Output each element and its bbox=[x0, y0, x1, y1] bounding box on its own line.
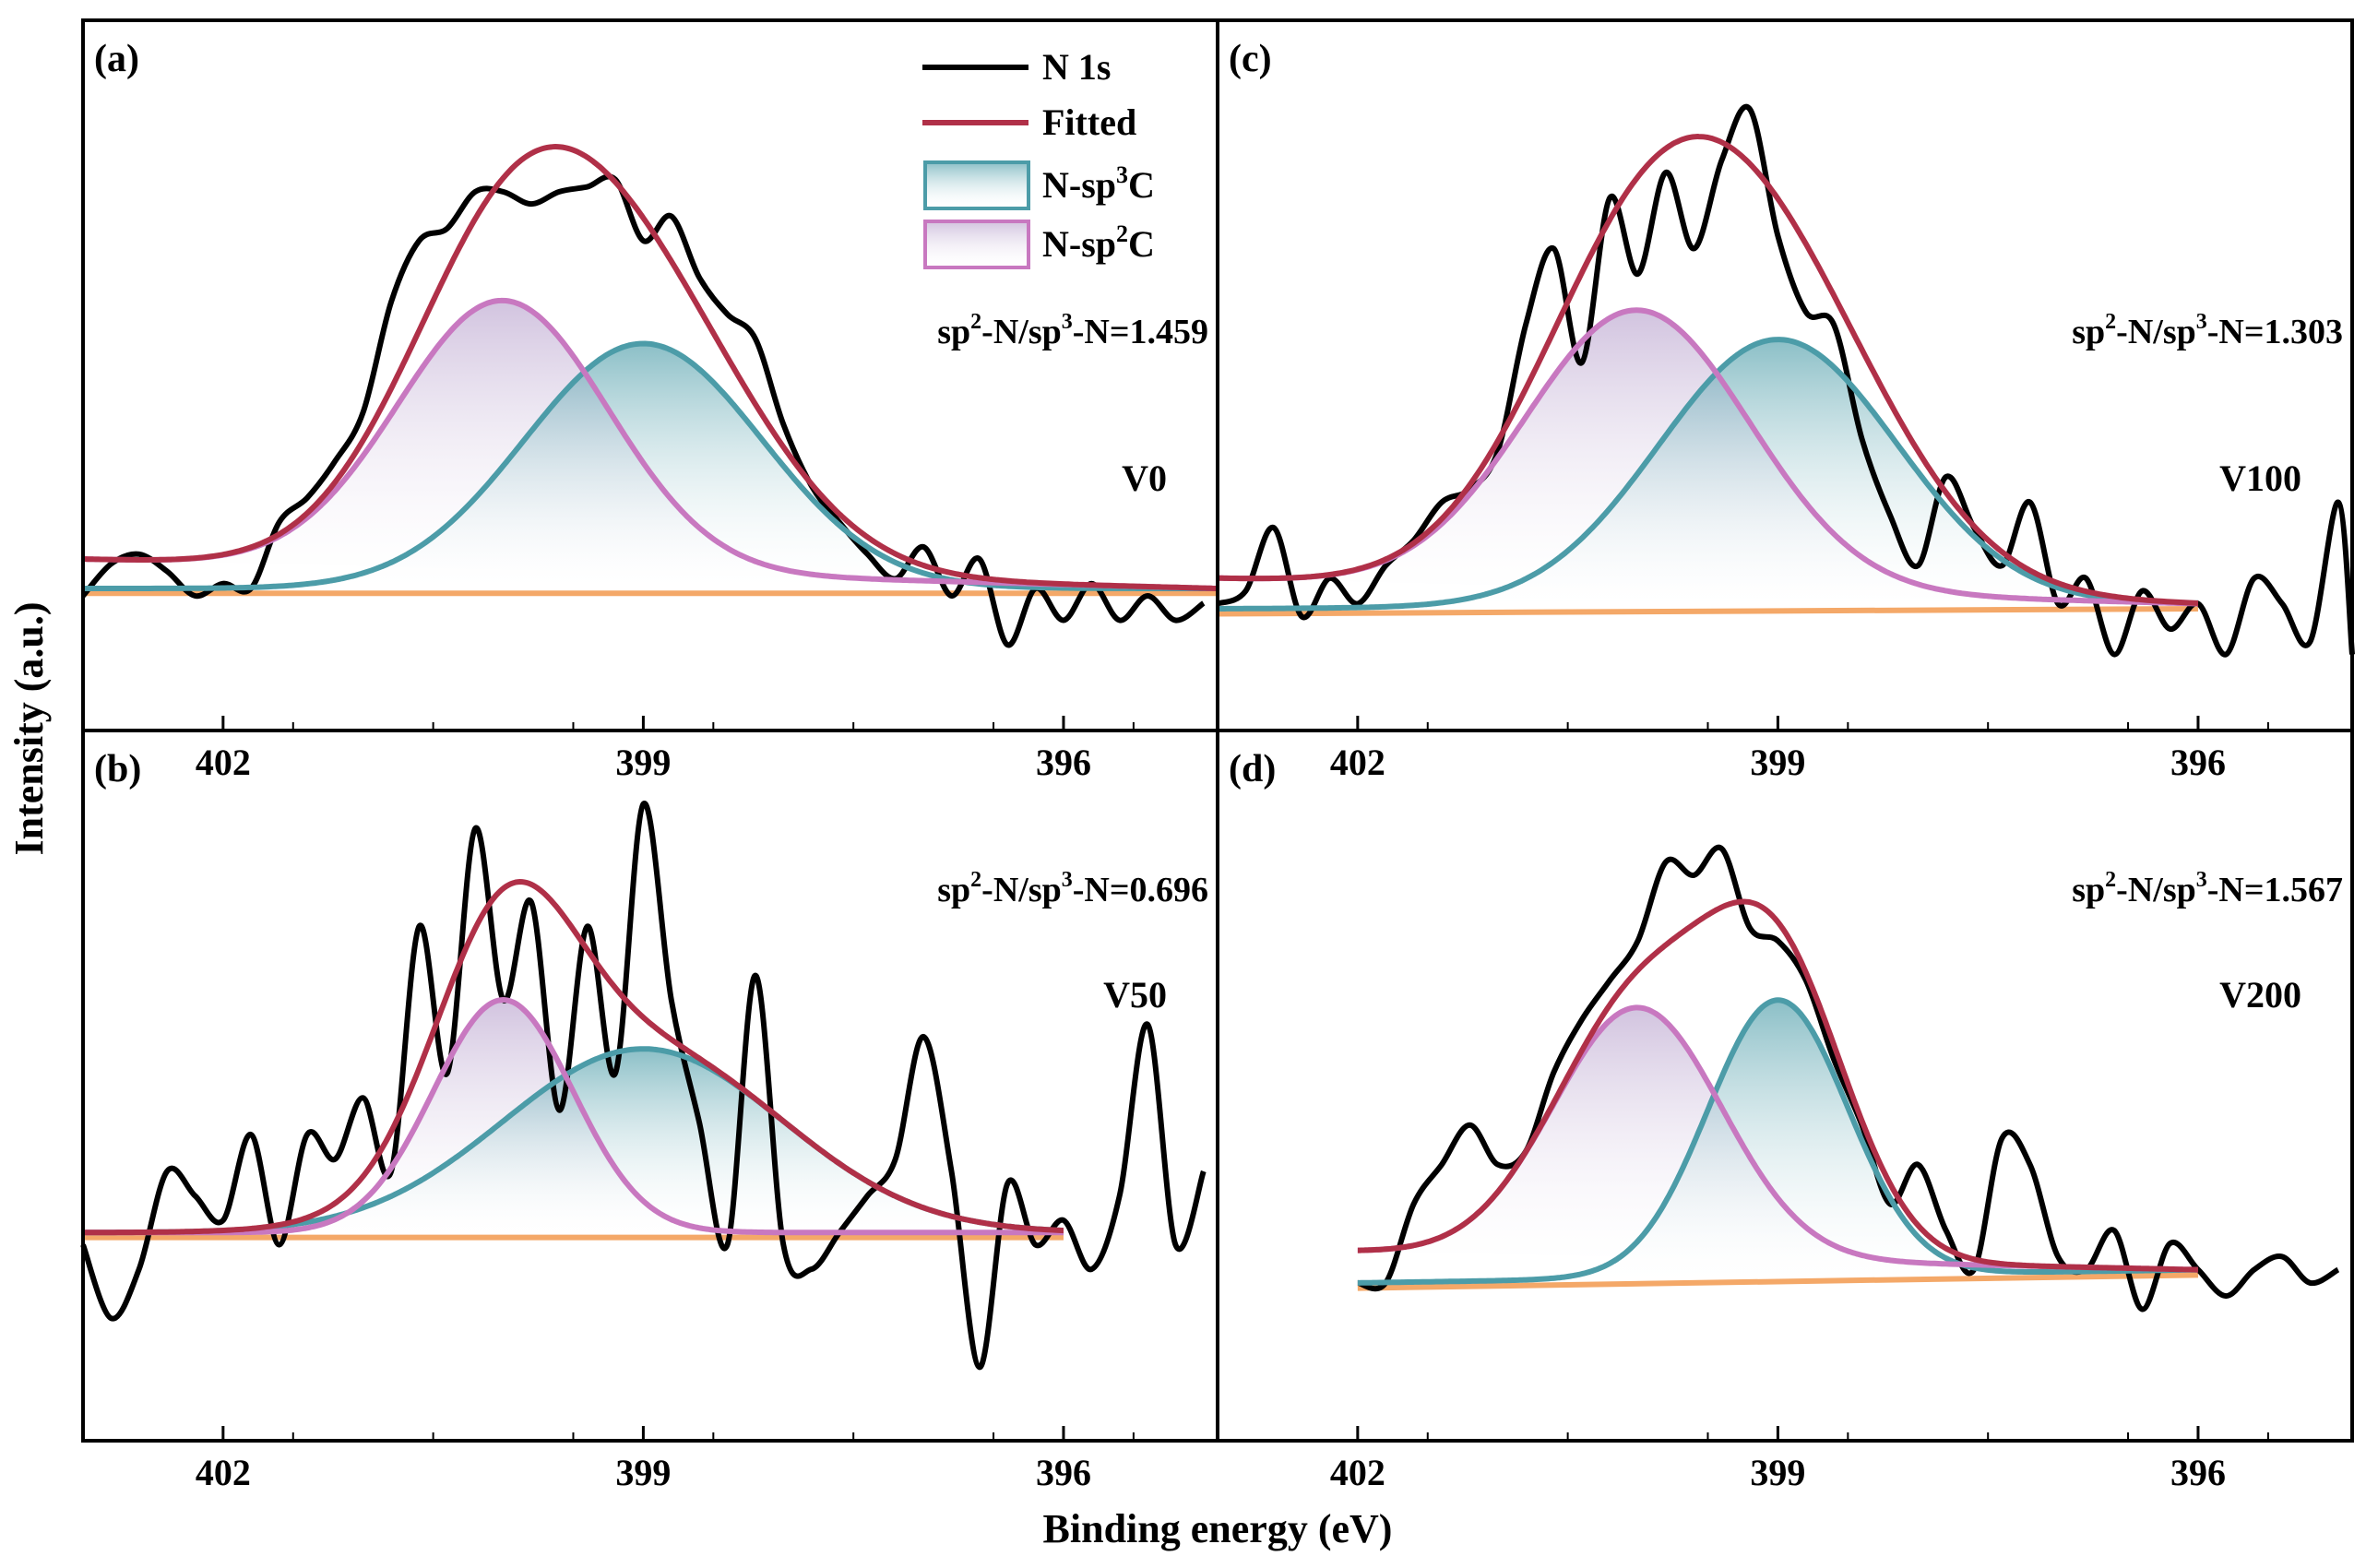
sp3-fill-d bbox=[1357, 1000, 2198, 1283]
panel-label-a: (a) bbox=[94, 38, 139, 80]
legend: N 1s Fitted N-sp3C N-sp2C bbox=[922, 46, 1155, 269]
x-tick-label-c-399: 399 bbox=[1750, 742, 1805, 783]
ratio-annotation-d: sp2-N/sp3-N=1.567 bbox=[2072, 868, 2343, 909]
sp3-curve-a bbox=[82, 340, 1218, 591]
panel-b: 402 399 396 (b) sp2-N/sp3-N=0.696 V50 bbox=[80, 748, 1208, 1493]
raw-spectrum-c bbox=[1216, 103, 2355, 658]
sp3-fill-b bbox=[83, 1049, 1064, 1233]
fitted-curve-a bbox=[82, 144, 1219, 591]
baseline-d bbox=[1357, 1272, 2199, 1291]
panel-label-b: (b) bbox=[94, 748, 141, 790]
legend-swatch-sp3 bbox=[923, 160, 1030, 210]
sample-label-a: V0 bbox=[1122, 457, 1167, 499]
x-axis-title: Binding energy (eV) bbox=[1043, 1506, 1393, 1551]
x-tick-label-b-396: 396 bbox=[1036, 1452, 1091, 1493]
panel-label-d: (d) bbox=[1229, 748, 1276, 790]
legend-label-fitted: Fitted bbox=[1042, 101, 1136, 143]
sp3-curve-c bbox=[1218, 337, 2198, 612]
ratio-annotation-c: sp2-N/sp3-N=1.303 bbox=[2072, 310, 2343, 351]
legend-label-raw: N 1s bbox=[1042, 46, 1111, 88]
x-tick-label-d-396: 396 bbox=[2170, 1452, 2226, 1493]
x-tick-label-c-396: 396 bbox=[2170, 742, 2226, 783]
sp2-fill-d bbox=[1357, 1007, 2198, 1270]
x-tick-label-a-402: 402 bbox=[196, 742, 251, 783]
x-tick-label-b-402: 402 bbox=[196, 1452, 251, 1493]
raw-spectrum-b bbox=[80, 801, 1207, 1371]
panel-c: 402 399 396 (c) sp2-N/sp3-N=1.303 V100 bbox=[1216, 38, 2355, 783]
fitted-curve-d bbox=[1357, 898, 2199, 1273]
sample-label-d: V200 bbox=[2219, 974, 2301, 1016]
sp3-fill-a bbox=[83, 343, 1218, 588]
sp3-curve-d bbox=[1357, 997, 2199, 1286]
sample-label-b: V50 bbox=[1103, 974, 1167, 1016]
ratio-annotation-b: sp2-N/sp3-N=0.696 bbox=[937, 868, 1208, 909]
ratio-annotation-a: sp2-N/sp3-N=1.459 bbox=[937, 310, 1208, 351]
x-tick-label-a-396: 396 bbox=[1036, 742, 1091, 783]
legend-swatch-sp2 bbox=[923, 220, 1030, 269]
sp2-curve-b bbox=[82, 997, 1064, 1236]
baseline-c bbox=[1217, 606, 2198, 617]
x-tick-label-b-399: 399 bbox=[615, 1452, 671, 1493]
x-tick-label-a-399: 399 bbox=[615, 742, 671, 783]
sample-label-c: V100 bbox=[2219, 457, 2301, 499]
raw-spectrum-a bbox=[80, 173, 1206, 648]
legend-label-sp3: N-sp3C bbox=[1042, 161, 1155, 206]
panel-d: 402 399 396 (d) sp2-N/sp3-N=1.567 V200 bbox=[1229, 748, 2343, 1493]
fitted-curve-c bbox=[1217, 134, 2199, 606]
sp2-fill-a bbox=[83, 300, 1218, 588]
panel-label-c: (c) bbox=[1229, 38, 1272, 80]
y-axis-title: Intensity (a.u.) bbox=[6, 601, 52, 855]
x-tick-label-d-402: 402 bbox=[1330, 1452, 1385, 1493]
sp3-fill-c bbox=[1218, 339, 2198, 609]
panel-a: 402 399 396 (a) sp2-N/sp3-N=1.459 V0 bbox=[80, 38, 1219, 783]
x-tick-label-d-399: 399 bbox=[1750, 1452, 1805, 1493]
legend-label-sp2: N-sp2C bbox=[1042, 220, 1155, 265]
x-tick-label-c-402: 402 bbox=[1330, 742, 1385, 783]
fitted-curve-b bbox=[83, 878, 1064, 1236]
